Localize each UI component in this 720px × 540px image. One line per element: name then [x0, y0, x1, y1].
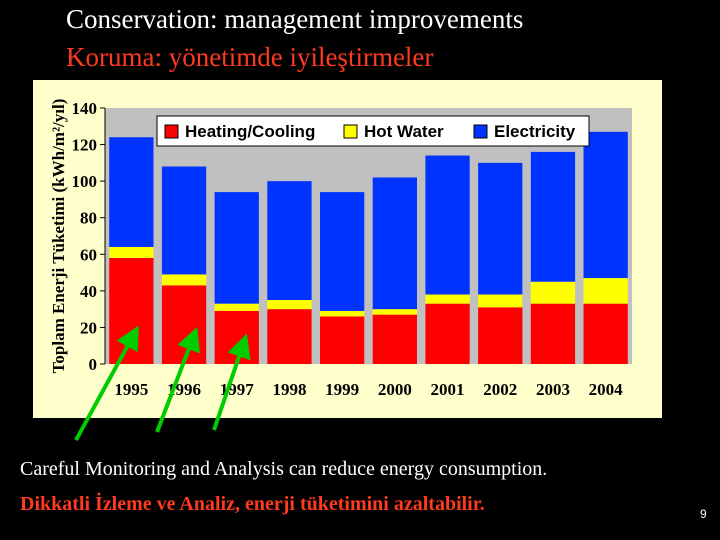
x-tick-label-1995: 1995: [114, 380, 148, 399]
legend-swatch-heating-cooling: [164, 124, 179, 139]
bar-segment-heating-cooling-2001: [425, 303, 470, 364]
caption-turkish: Dikkatli İzleme ve Analiz, enerji tüketi…: [20, 493, 485, 515]
bar-segment-electricity-1999: [320, 192, 365, 311]
bar-segment-electricity-2003: [530, 151, 576, 282]
y-axis-label: Toplam Enerji Tüketimi (kWh/m²/yıl): [49, 99, 68, 374]
bar-segment-hot-water-2002: [478, 294, 523, 308]
bar-segment-hot-water-1999: [320, 310, 365, 317]
bar-segment-hot-water-1997: [214, 303, 259, 311]
bar-segment-heating-cooling-1995: [109, 257, 154, 364]
bar-segment-hot-water-1996: [161, 274, 207, 286]
bar-segment-hot-water-2000: [372, 309, 417, 315]
bar-segment-heating-cooling-2003: [530, 303, 576, 364]
bar-segment-heating-cooling-1998: [267, 309, 312, 364]
bar-segment-hot-water-1998: [267, 300, 312, 310]
bar-segment-hot-water-1995: [109, 246, 154, 258]
bar-segment-electricity-2000: [372, 177, 417, 310]
y-tick-label: 80: [80, 209, 97, 228]
x-tick-label-2001: 2001: [431, 380, 465, 399]
slide-title-english: Conservation: management improvements: [66, 4, 524, 34]
bar-segment-electricity-1996: [161, 166, 207, 275]
y-tick-label: 40: [80, 282, 97, 301]
x-tick-label-2003: 2003: [536, 380, 570, 399]
bar-segment-heating-cooling-1996: [161, 285, 207, 364]
legend-swatch-electricity: [473, 124, 488, 139]
bar-segment-heating-cooling-2004: [583, 303, 628, 364]
legend-swatch-hot-water: [343, 124, 358, 139]
bar-segment-electricity-1995: [109, 137, 154, 247]
x-tick-label-2002: 2002: [483, 380, 517, 399]
x-tick-label-1997: 1997: [220, 380, 255, 399]
chart-panel: 0 20 40 60 80 100 120 140 Toplam Enerji Tüketimi…: [33, 80, 662, 418]
slide-title-turkish: Koruma: yönetimde iyileştirmeler: [66, 42, 434, 72]
x-tick-label-2000: 2000: [378, 380, 412, 399]
bar-segment-electricity-1998: [267, 181, 312, 300]
bar-segment-heating-cooling-2002: [478, 307, 523, 364]
bar-segment-hot-water-2003: [530, 281, 576, 304]
y-tick-label: 100: [72, 172, 98, 191]
y-tick-label: 140: [72, 99, 98, 118]
y-tick-label: 60: [80, 245, 97, 264]
bar-segment-heating-cooling-2000: [372, 314, 417, 364]
bar-segment-hot-water-2004: [583, 278, 628, 304]
legend-label-heating-cooling: Heating/Cooling: [185, 122, 315, 141]
bar-segment-heating-cooling-1999: [320, 316, 365, 364]
bar-segment-hot-water-2001: [425, 294, 470, 304]
x-tick-label-1999: 1999: [325, 380, 359, 399]
page-number: 9: [700, 507, 707, 521]
bar-segment-heating-cooling-1997: [214, 310, 259, 364]
x-tick-label-1996: 1996: [167, 380, 201, 399]
legend-box: [156, 115, 590, 147]
legend-label-hot-water: Hot Water: [364, 122, 444, 141]
bar-segment-electricity-1997: [214, 192, 259, 304]
bar-segment-electricity-2002: [478, 162, 523, 295]
legend-label-electricity: Electricity: [494, 122, 576, 141]
y-tick-label: 0: [89, 355, 98, 374]
caption-english: Careful Monitoring and Analysis can redu…: [20, 458, 548, 480]
bar-segment-electricity-2004: [583, 131, 628, 279]
x-tick-label-1998: 1998: [272, 380, 306, 399]
x-tick-label-2004: 2004: [589, 380, 624, 399]
y-tick-label: 120: [72, 136, 98, 155]
y-tick-label: 20: [80, 318, 97, 337]
bar-segment-electricity-2001: [425, 155, 470, 295]
